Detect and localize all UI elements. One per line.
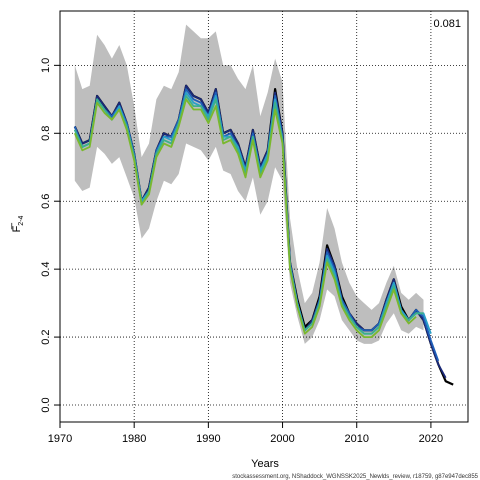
x-tick-label: 2000 xyxy=(270,433,294,445)
x-axis-title: Years xyxy=(251,458,279,470)
x-tick-label: 2010 xyxy=(344,433,368,445)
confidence-band-area xyxy=(74,24,424,344)
y-axis-title-subscript: 2-4 xyxy=(18,215,25,225)
plot-frame xyxy=(59,10,469,423)
corner-value-label: 0.081 xyxy=(433,18,461,30)
series-lines xyxy=(73,84,454,386)
footer-source-text: stockassessment.org, NShaddock_WGNSSK202… xyxy=(232,474,478,480)
series-line-6 xyxy=(73,98,417,339)
y-tick-label: 1.0 xyxy=(40,58,52,73)
y-tick-label: 0.8 xyxy=(40,126,52,141)
y-axis-title-group: F2-4 _ xyxy=(1,215,25,232)
x-tick-label: 1980 xyxy=(122,433,146,445)
y-tick-label: 0.2 xyxy=(40,329,52,344)
y-axis-title: F2-4 xyxy=(11,215,25,232)
x-tick-label: 2020 xyxy=(419,433,443,445)
confidence-band xyxy=(74,24,424,344)
grid xyxy=(60,11,468,422)
x-axis: 1970 1980 1990 2000 2010 2020 xyxy=(48,422,443,445)
y-axis-title-overbar: _ xyxy=(1,222,13,230)
y-tick-label: 0.4 xyxy=(40,262,52,277)
y-tick-label: 0.0 xyxy=(40,397,52,412)
y-tick-label: 0.6 xyxy=(40,194,52,209)
x-tick-label: 1970 xyxy=(48,433,72,445)
y-axis-title-main: F xyxy=(11,225,23,232)
x-tick-label: 1990 xyxy=(196,433,220,445)
y-axis: 0.0 0.2 0.4 0.6 0.8 1.0 xyxy=(40,58,60,413)
